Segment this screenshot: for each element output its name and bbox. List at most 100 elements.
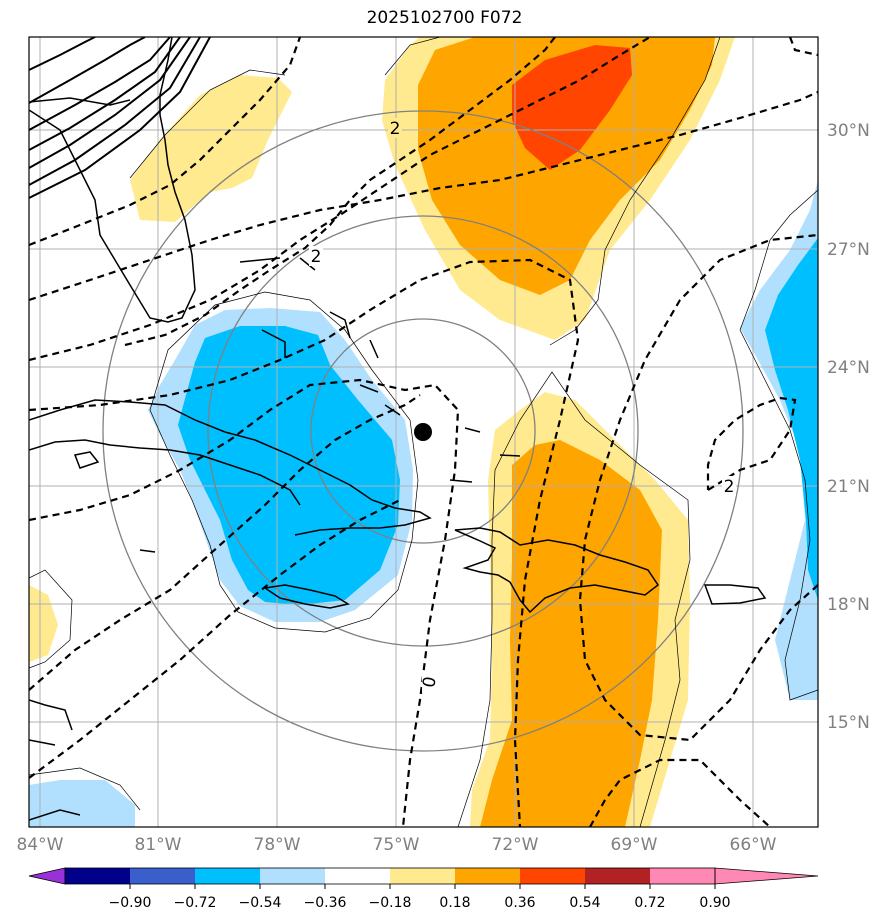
thin-contour-east — [739, 189, 818, 701]
dashed-contour-11 — [589, 758, 771, 827]
lon-labels: 84°W 81°W 78°W 75°W 72°W 69°W 66°W — [17, 835, 777, 855]
range-ring-3 — [102, 110, 744, 752]
colorbar-tick-label: 0.54 — [569, 895, 600, 911]
colorbar-ticks — [129, 884, 716, 889]
solid-contours — [29, 37, 211, 199]
range-ring-1 — [310, 318, 536, 544]
colorbar: −0.90 −0.72 −0.54 −0.36 −0.18 0.18 0.36 … — [28, 867, 819, 911]
solid-contour-7 — [29, 37, 211, 199]
lon-label: 75°W — [373, 835, 420, 855]
lat-label: 18°N — [827, 595, 870, 615]
colorbar-segment — [390, 868, 455, 884]
solid-contour-4 — [29, 37, 181, 151]
thin-contour-southwest — [29, 767, 141, 811]
colorbar-tick-label: −0.90 — [109, 895, 152, 911]
coast-jamaica — [262, 584, 350, 609]
coast-gulf — [29, 97, 131, 106]
dashed-contour-9 — [578, 233, 818, 742]
coast-central-america — [29, 699, 73, 746]
coast-florida — [29, 37, 196, 323]
solid-contour-2 — [29, 37, 146, 104]
dashed-contour-12 — [788, 37, 818, 57]
colorbar-segment — [65, 868, 130, 884]
coastlines — [29, 37, 767, 821]
fill-positive-north-core — [512, 45, 632, 170]
dashed-contour-8 — [29, 499, 401, 779]
fill-negative-east-core — [765, 238, 818, 600]
dashed-contour-5 — [29, 37, 651, 362]
colorbar-segment — [260, 868, 325, 884]
map-title: 2025102700 F072 — [366, 8, 523, 28]
lon-label: 72°W — [492, 835, 539, 855]
lon-label: 81°W — [135, 835, 182, 855]
colorbar-tick-label: 0.36 — [504, 895, 535, 911]
coast-cuba-south — [29, 439, 301, 506]
lon-label: 66°W — [730, 835, 777, 855]
colorbar-tick-label: −0.72 — [174, 895, 217, 911]
solid-contour-5 — [29, 37, 191, 169]
fill-negative-southwest — [29, 780, 135, 827]
colorbar-extend-high — [714, 867, 819, 885]
colorbar-segment — [130, 868, 195, 884]
contour-label: 2 — [311, 247, 322, 267]
coast-south-america — [29, 809, 81, 821]
coast-cuba-islands — [73, 451, 156, 553]
lon-label: 69°W — [611, 835, 658, 855]
colorbar-tick-label: 0.18 — [439, 895, 470, 911]
lon-label: 78°W — [254, 835, 301, 855]
dashed-contour-10 — [706, 396, 797, 491]
lat-label: 24°N — [827, 358, 870, 378]
coast-puerto-rico — [703, 584, 767, 605]
dashed-contour-4 — [29, 90, 818, 302]
colorbar-segment — [195, 868, 260, 884]
dashed-contour-2 — [29, 378, 460, 827]
contour-label: 0 — [419, 675, 441, 689]
colorbar-tick-label: −0.54 — [239, 895, 282, 911]
colorbar-tick-label: −0.18 — [369, 895, 412, 911]
dashed-contour-1 — [29, 258, 580, 827]
contour-labels: 2 2 2 0 — [309, 118, 736, 692]
colorbar-tick-label: 0.72 — [634, 895, 665, 911]
range-ring-2 — [207, 215, 639, 647]
contour-label-bg — [388, 118, 402, 138]
contour-label: 2 — [390, 119, 401, 139]
contour-label-bg — [309, 246, 323, 266]
colorbar-segment — [455, 868, 520, 884]
colorbar-segment — [650, 868, 715, 884]
colorbar-tick-label: −0.36 — [304, 895, 347, 911]
thin-contour-west — [29, 569, 73, 669]
thin-contour-florida — [129, 69, 286, 179]
thin-contour-south — [457, 371, 691, 827]
colorbar-segment — [520, 868, 585, 884]
storm-center-marker — [414, 423, 432, 441]
coast-bahamas — [239, 257, 401, 416]
dashed-contour-7 — [124, 37, 556, 347]
lat-label: 30°N — [827, 121, 870, 141]
dashed-contour-6 — [29, 37, 302, 247]
contour-label-bg — [722, 476, 736, 496]
colorbar-extend-low — [28, 867, 66, 885]
lat-label: 27°N — [827, 240, 870, 260]
fill-positive-north-mid — [418, 37, 715, 295]
dashed-contour-3 — [29, 394, 421, 691]
map-area: 2 2 2 0 — [29, 37, 818, 827]
coast-hispaniola — [454, 527, 660, 614]
lat-labels: 30°N 27°N 24°N 21°N 18°N 15°N — [827, 121, 870, 733]
contour-label: 2 — [724, 477, 735, 497]
lat-label: 15°N — [827, 713, 870, 733]
solid-contour-6 — [29, 37, 201, 186]
colorbar-segment — [585, 868, 650, 884]
solid-contour-1 — [29, 37, 96, 71]
colorbar-tick-label: 0.90 — [699, 895, 730, 911]
lat-label: 21°N — [827, 477, 870, 497]
contour-label-bg — [422, 672, 436, 692]
range-rings — [102, 110, 744, 752]
fill-positive-south-core — [480, 440, 662, 827]
coast-cuba-north — [29, 399, 432, 536]
map-frame — [28, 36, 819, 828]
line-contours — [29, 37, 818, 827]
colorbar-segment — [325, 868, 390, 884]
thin-contour-north — [384, 37, 721, 346]
fill-negative-cuba-core — [178, 326, 400, 605]
